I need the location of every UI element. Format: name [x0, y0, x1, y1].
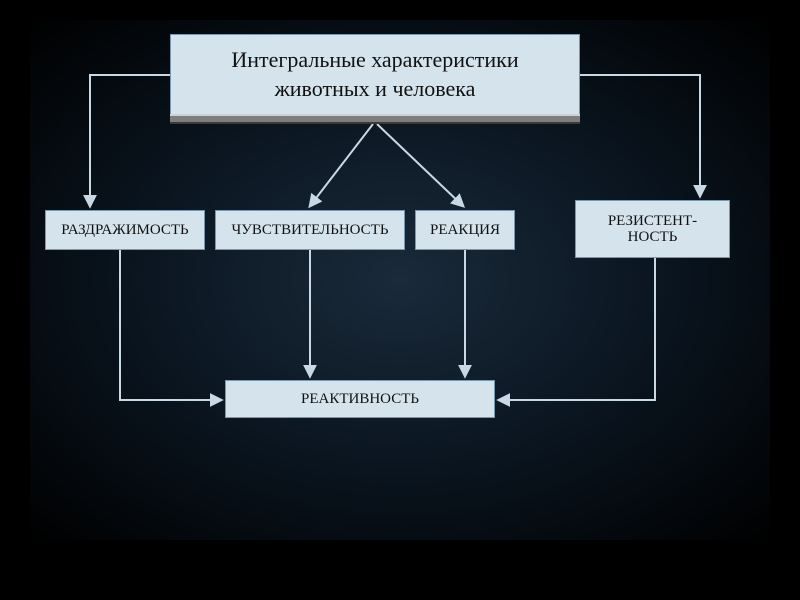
node-resistance: РЕЗИСТЕНТ- НОСТЬ [575, 200, 730, 258]
node-label: РАЗДРАЖИМОСТЬ [61, 222, 188, 239]
node-reactivity: РЕАКТИВНОСТЬ [225, 380, 495, 418]
title-line2: животных и человека [275, 75, 476, 104]
node-reaction: РЕАКЦИЯ [415, 210, 515, 250]
node-label: ЧУВСТВИТЕЛЬНОСТЬ [232, 222, 389, 239]
node-label-line1: РЕЗИСТЕНТ- [608, 213, 697, 230]
title-line1: Интегральные характеристики [231, 46, 518, 75]
title-underline [170, 114, 580, 124]
node-label: РЕАКТИВНОСТЬ [301, 391, 419, 408]
node-irritability: РАЗДРАЖИМОСТЬ [45, 210, 205, 250]
node-sensitivity: ЧУВСТВИТЕЛЬНОСТЬ [215, 210, 405, 250]
node-label-line2: НОСТЬ [628, 229, 678, 246]
node-label: РЕАКЦИЯ [430, 222, 500, 239]
title-node: Интегральные характеристики животных и ч… [170, 34, 580, 114]
